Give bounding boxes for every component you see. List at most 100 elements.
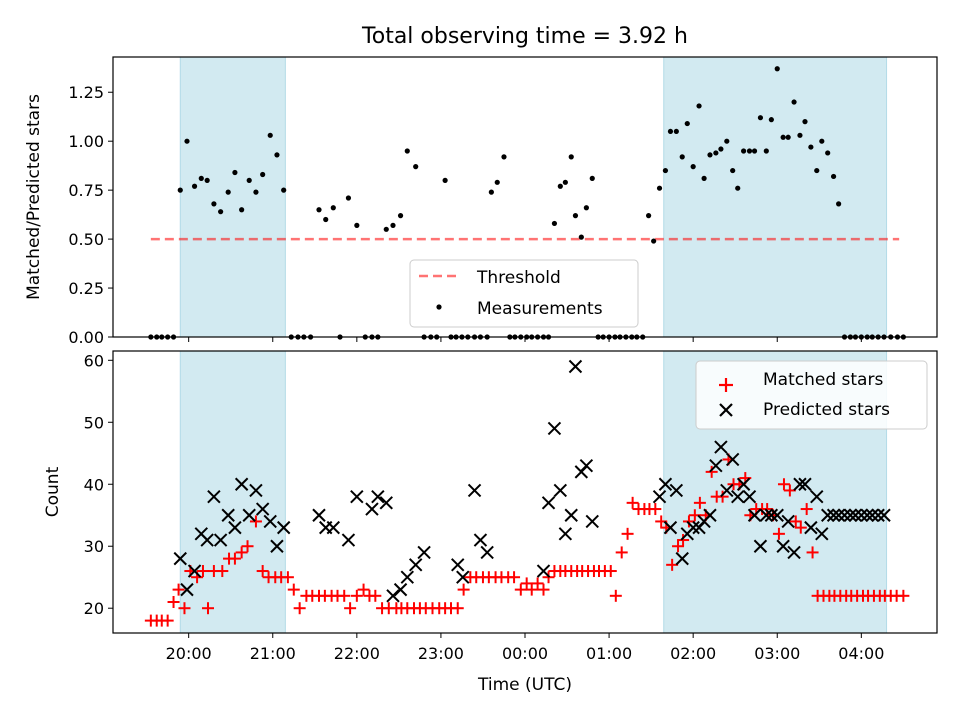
predicted-star-point — [781, 514, 795, 529]
matched-star-point — [693, 496, 706, 509]
matched-star-point — [451, 602, 464, 615]
predicted-star-point — [564, 508, 578, 522]
matched-star-point — [649, 503, 662, 516]
bottom-y-axis-label: Count — [43, 466, 63, 517]
matched-star-point — [287, 583, 300, 596]
predicted-star-point — [731, 489, 745, 504]
matched-star-point — [772, 527, 785, 540]
matched-star-point — [531, 577, 544, 590]
legend-matched-label: Matched stars — [763, 370, 883, 390]
predicted-star-point — [276, 520, 291, 535]
measurement-point — [413, 164, 419, 170]
measurement-point — [690, 164, 696, 170]
matched-star-point — [293, 602, 306, 615]
x-tick-label: 02:00 — [670, 644, 716, 663]
predicted-star-point — [200, 533, 214, 547]
measurement-point — [673, 128, 679, 135]
matched-star-point — [228, 552, 241, 565]
matched-star-point — [525, 583, 538, 596]
x-tick-label: 20:00 — [166, 644, 212, 663]
measurement-point — [825, 150, 831, 156]
measurement-point — [802, 119, 808, 125]
predicted-star-point — [553, 483, 568, 498]
predicted-star-point — [568, 359, 583, 374]
matched-star-point — [800, 503, 813, 516]
predicted-star-point — [207, 489, 221, 504]
measurement-point — [323, 216, 329, 223]
top-y-axis: 0.00 0.25 0.50 0.75 1.00 1.25 — [68, 83, 113, 347]
matched-star-point — [235, 546, 248, 559]
measurement-point — [724, 138, 730, 144]
bottom-y-axis: 20 30 40 50 60 — [84, 351, 113, 618]
top-panel: 0.00 0.25 0.50 0.75 1.00 1.25 Matched/Predict… — [24, 56, 938, 347]
measurement-point — [225, 189, 231, 195]
measurement-point — [814, 167, 820, 174]
matched-star-point — [202, 602, 215, 615]
matched-star-point — [249, 515, 262, 528]
predicted-star-point — [547, 421, 562, 436]
predicted-star-point — [860, 508, 874, 522]
matched-star-point — [256, 565, 269, 578]
measurement-point — [763, 148, 769, 154]
top-legend: Threshold Measurements — [409, 259, 639, 328]
predicted-star-point — [341, 533, 356, 547]
predicted-star-point — [242, 508, 256, 522]
measurement-point — [578, 234, 584, 240]
measurement-point — [390, 222, 396, 228]
matched-star-point — [783, 484, 796, 497]
predicted-star-point — [686, 520, 700, 535]
measurement-point — [568, 154, 574, 160]
measurement-point — [177, 187, 183, 193]
matched-star-point — [626, 496, 639, 509]
predicted-star-point — [810, 489, 824, 504]
measurement-point — [718, 146, 724, 152]
measurement-point — [684, 120, 690, 127]
measurement-point — [713, 150, 719, 156]
predicted-star-point — [714, 440, 728, 454]
measurement-point — [354, 222, 360, 228]
measurement-point — [557, 183, 563, 189]
y-tick-label: 20 — [84, 599, 104, 618]
predicted-star-point — [228, 520, 242, 535]
measurement-point — [281, 187, 287, 193]
measurement-point — [330, 205, 336, 211]
measurement-point — [232, 169, 238, 176]
measurement-point — [204, 177, 210, 183]
predicted-star-point — [541, 496, 556, 510]
predicted-star-point — [837, 508, 852, 522]
predicted-star-point — [270, 539, 284, 553]
bottom-x-axis: 20:00 21:00 22:00 23:00 00:00 01:00 02:00 03:00… — [166, 633, 884, 663]
matched-star-point — [609, 589, 622, 602]
measurement-point — [184, 138, 190, 144]
measurement-point — [651, 238, 657, 244]
matched-star-point — [514, 583, 527, 596]
measurement-point — [260, 171, 266, 178]
matched-stars-series — [144, 453, 910, 627]
predicted-star-point — [669, 483, 684, 498]
matched-star-point — [216, 565, 229, 578]
predicted-star-point — [759, 508, 774, 522]
matched-star-point — [172, 583, 185, 596]
predicted-star-point — [658, 477, 673, 491]
matched-star-point — [682, 515, 695, 528]
x-tick-label: 03:00 — [754, 644, 800, 663]
predicted-star-point — [379, 496, 393, 510]
bottom-legend-box — [695, 360, 928, 430]
predicted-star-point — [663, 520, 678, 535]
x-tick-label: 04:00 — [838, 644, 884, 663]
y-tick-label: 50 — [84, 413, 104, 432]
measurement-point — [267, 132, 273, 138]
predicted-star-point — [865, 508, 879, 522]
legend-predicted-label: Predicted stars — [763, 400, 890, 420]
measurement-point — [797, 132, 803, 138]
matched-star-point — [344, 602, 357, 615]
top-shaded-intervals — [179, 56, 888, 338]
predicted-star-point — [848, 508, 863, 522]
predicted-star-point — [736, 477, 751, 491]
legend-threshold-label: Threshold — [476, 268, 561, 288]
bottom-panel: 20 30 40 50 60 20:00 21:00 22:00 23:00 00:00 01:0… — [43, 350, 938, 695]
y-tick-label: 0.25 — [68, 279, 104, 298]
y-tick-label: 0.00 — [68, 328, 104, 347]
predicted-star-point — [400, 570, 414, 584]
